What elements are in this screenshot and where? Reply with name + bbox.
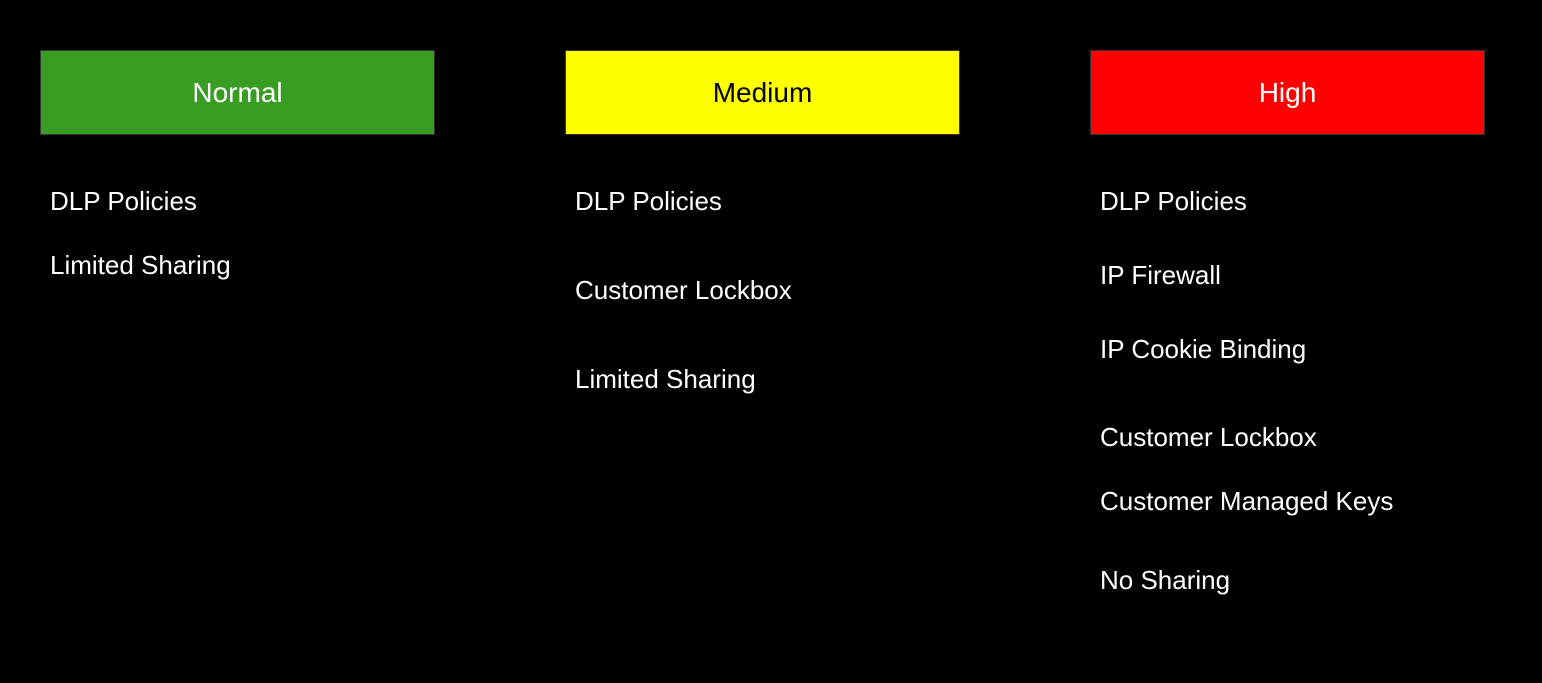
header-label: High: [1259, 77, 1317, 109]
items-container-normal: DLP Policies Limited Sharing: [40, 135, 435, 313]
list-item: Limited Sharing: [575, 363, 960, 397]
list-item: Customer Managed Keys: [1100, 485, 1485, 519]
header-label: Medium: [713, 77, 813, 109]
list-item: IP Firewall: [1100, 259, 1485, 293]
header-medium: Medium: [565, 50, 960, 135]
items-container-high: DLP Policies IP Firewall IP Cookie Binding…: [1090, 135, 1485, 628]
header-label: Normal: [192, 77, 282, 109]
column-normal: Normal DLP Policies Limited Sharing: [40, 50, 435, 633]
header-normal: Normal: [40, 50, 435, 135]
column-medium: Medium DLP Policies Customer Lockbox Limit…: [565, 50, 960, 633]
items-container-medium: DLP Policies Customer Lockbox Limited Shar…: [565, 135, 960, 426]
list-item: DLP Policies: [50, 185, 435, 219]
list-item: IP Cookie Binding: [1100, 333, 1485, 367]
list-item: Customer Lockbox: [575, 274, 960, 308]
list-item: DLP Policies: [575, 185, 960, 219]
header-high: High: [1090, 50, 1485, 135]
list-item: Limited Sharing: [50, 249, 435, 283]
list-item: Customer Lockbox: [1100, 421, 1485, 455]
column-high: High DLP Policies IP Firewall IP Cookie Bi…: [1090, 50, 1485, 633]
list-item: DLP Policies: [1100, 185, 1485, 219]
list-item: No Sharing: [1100, 564, 1485, 598]
